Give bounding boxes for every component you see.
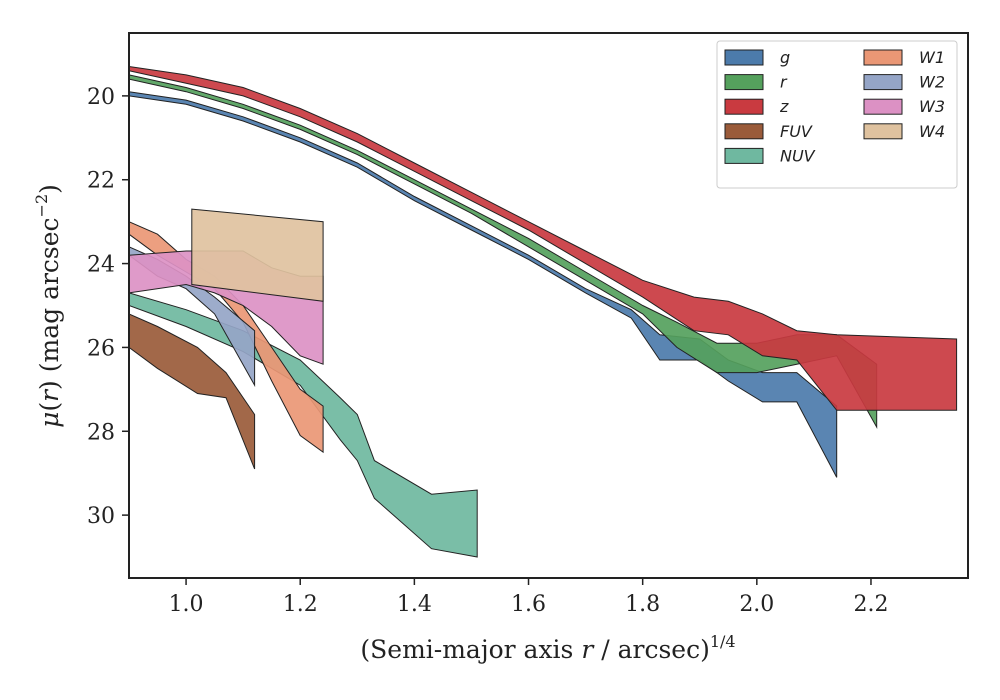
- legend-swatch-z: [724, 98, 764, 115]
- legend-swatch-w2: [863, 74, 903, 91]
- x-axis-label: (Semi-major axis r / arcsec)1/4: [360, 632, 735, 664]
- legend-label-fuv: FUV: [780, 122, 813, 141]
- y-axis-label-variable: r: [35, 388, 64, 402]
- legend-label-nuv: NUV: [780, 146, 816, 165]
- x-axis-label-exponent: 1/4: [710, 632, 736, 651]
- legend-swatch-g: [724, 49, 764, 66]
- y-axis-label-close: ): [35, 184, 64, 194]
- x-tick-label: 2.2: [853, 592, 888, 617]
- legend-swatch-w3: [863, 98, 903, 115]
- x-tick-label: 1.4: [397, 592, 432, 617]
- y-tick-label: 20: [87, 85, 115, 110]
- y-tick-label: 24: [87, 253, 115, 278]
- legend-swatch-nuv: [724, 147, 764, 164]
- y-axis-label: μ(r) (mag arcsec−2): [32, 184, 64, 428]
- y-axis-label-units: ) (mag arcsec: [35, 217, 64, 390]
- legend-swatch-w1: [863, 49, 903, 66]
- y-tick-label: 26: [87, 336, 115, 361]
- band-w4: [191, 208, 324, 302]
- y-tick-label: 30: [87, 504, 115, 529]
- legend-label-w2: W2: [919, 73, 945, 92]
- legend-label-w3: W3: [919, 97, 945, 116]
- legend-label-r: r: [780, 73, 788, 92]
- legend-label-g: g: [780, 48, 790, 67]
- band-r: [129, 74, 878, 430]
- legend: grz FUV NUV W1 W2 W3 W4: [716, 40, 958, 189]
- y-axis-label-exponent: −2: [32, 194, 51, 218]
- band-z: [129, 65, 958, 411]
- y-axis-label-paren: (: [35, 402, 64, 412]
- plot-frame: [128, 32, 969, 579]
- legend-label-w4: W4: [919, 122, 945, 141]
- legend-label-z: z: [779, 97, 789, 116]
- y-axis-label-mu: μ: [35, 412, 64, 428]
- plot-border: [128, 32, 969, 579]
- legend-swatch-r: [724, 74, 764, 91]
- band-fuv: [129, 313, 256, 470]
- legend-swatch-w4: [863, 123, 903, 140]
- x-tick-label: 2.0: [739, 592, 774, 617]
- legend-swatch-fuv: [724, 123, 764, 140]
- y-axis-ticks: 20 22 24 26 28 30: [87, 85, 129, 529]
- x-axis-label-part-2: / arcsec): [593, 635, 710, 664]
- x-tick-label: 1.8: [625, 592, 660, 617]
- x-tick-label: 1.2: [283, 592, 318, 617]
- y-tick-label: 22: [87, 169, 115, 194]
- series-bands: [129, 65, 958, 558]
- x-tick-label: 1.6: [511, 592, 546, 617]
- x-axis-ticks: 1.0 1.2 1.4 1.6 1.8 2.0 2.2: [169, 578, 888, 617]
- x-axis-label-part-1: (Semi-major axis: [360, 635, 581, 664]
- legend-label-w1: W1: [919, 48, 945, 67]
- y-tick-label: 28: [87, 420, 115, 445]
- x-tick-label: 1.0: [169, 592, 204, 617]
- band-g: [129, 91, 838, 478]
- x-axis-label-variable: r: [581, 635, 595, 664]
